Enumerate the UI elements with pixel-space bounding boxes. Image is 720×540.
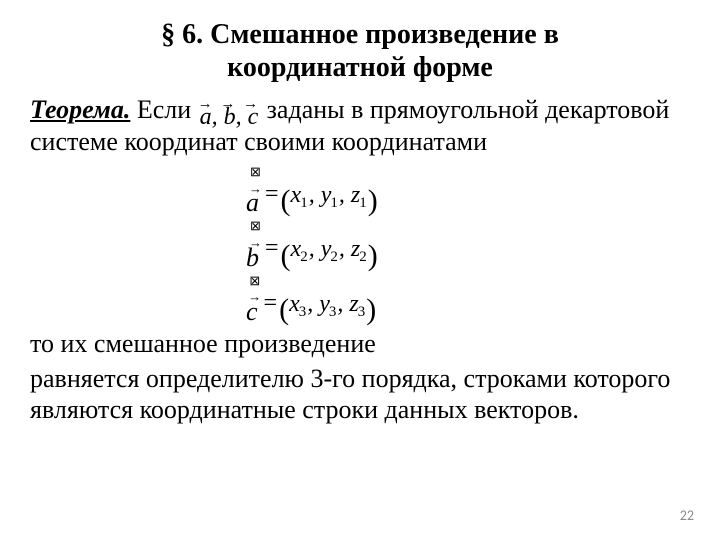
formula-row-a: ⊠→ a = ( x1, y1, z1 ) [246, 161, 690, 213]
formula-row-c: ⊠→ c = ( x3, y3, z3 ) [246, 270, 690, 322]
coords-c: x3, y3, z3 [289, 288, 366, 320]
coords-a: x1, y1, z1 [291, 179, 368, 211]
lparen: ( [281, 187, 291, 214]
equals: = [265, 232, 279, 264]
equals: = [264, 287, 278, 319]
formula-block: ⊠→ a = ( x1, y1, z1 ) ⊠→ b = ( x2, y2, z… [246, 161, 690, 322]
title-line-2: координатной форме [227, 52, 493, 83]
rparen: ) [368, 187, 378, 214]
formula-row-b: ⊠→ b = ( x2, y2, z2 ) [246, 215, 690, 267]
lparen: ( [281, 242, 291, 269]
theorem-label: Теорема. [30, 95, 130, 124]
paragraph-3: равняется определителю 3-го порядка, стр… [30, 363, 690, 425]
equals: = [265, 178, 279, 210]
vector-b: ⊠→ b [246, 215, 259, 267]
title-line-1: § 6. Смешанное произведение в [161, 19, 559, 50]
slide: § 6. Смешанное произведение в координатн… [0, 0, 720, 540]
vector-c: ⊠→ c [246, 270, 258, 322]
rparen: ) [368, 242, 378, 269]
theorem-paragraph: Теорема. Если → → →a, b, c заданы в прям… [30, 94, 690, 157]
title: § 6. Смешанное произведение в координатн… [30, 18, 690, 84]
vector-a: ⊠→ a [246, 161, 259, 213]
vectors-inline: → → →a, b, c [198, 94, 261, 125]
page-number: 22 [680, 507, 694, 524]
theorem-pre: Если [130, 95, 197, 124]
rparen: ) [366, 296, 376, 323]
coords-b: x2, y2, z2 [291, 233, 368, 265]
lparen: ( [279, 296, 289, 323]
paragraph-2: то их смешанное произведение [30, 328, 690, 359]
